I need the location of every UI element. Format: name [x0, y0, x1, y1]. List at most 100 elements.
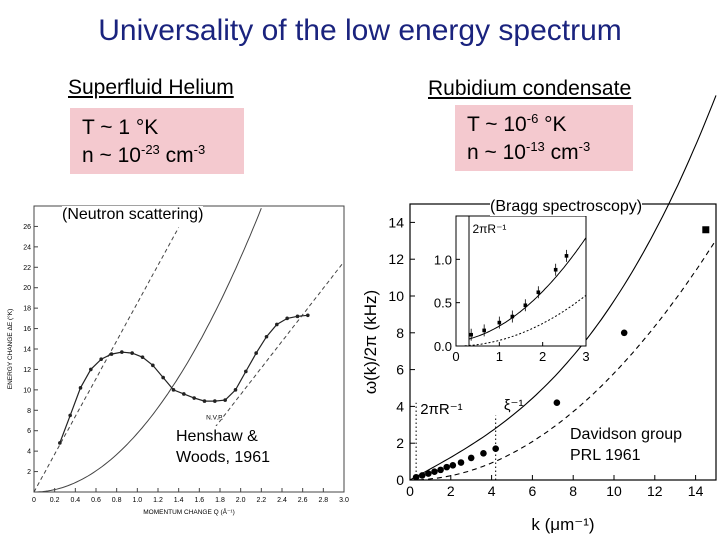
helium-temperature: T ~ 1 °K	[82, 116, 159, 139]
inset-x-tick-label: 3	[582, 349, 589, 364]
helium-y-tick-label: 16	[23, 326, 31, 333]
helium-citation-line1: Henshaw &	[176, 428, 258, 445]
inset-free-curve	[464, 294, 587, 347]
rubidium-x-tick-label: 6	[529, 483, 537, 499]
left-heading: Superfluid Helium	[68, 76, 234, 99]
helium-data-point	[78, 386, 83, 390]
rubidium-free-particle-curve	[410, 239, 717, 481]
rubidium-citation-line2: PRL 1961	[570, 447, 641, 464]
rubidium-x-tick-label: 0	[406, 483, 414, 499]
inset-frame	[455, 215, 587, 347]
helium-conditions-box: T ~ 1 °K n ~ 10-23 cm-3	[70, 108, 244, 174]
helium-data-point	[192, 396, 196, 400]
helium-data-point	[275, 322, 279, 327]
helium-data-point	[120, 350, 124, 354]
helium-y-tick-label: 22	[23, 265, 31, 272]
helium-data-point	[140, 355, 145, 359]
rubidium-density: n ~ 10-13 cm-3	[467, 139, 591, 164]
rubidium-x-tick-label: 14	[688, 483, 704, 499]
rubidium-data-point	[431, 468, 438, 476]
helium-dispersion-plot: 0 0.2 0.4 0.6 0.8 1.0 1.2 1.4 1.6 1.8 2.0 2.2 2.4 2.6…	[6, 205, 349, 516]
helium-data-point	[151, 363, 155, 368]
helium-vortex-line	[214, 261, 345, 428]
rubidium-citation-line1: Davidson group	[570, 426, 683, 443]
rubidium-method-label: (Bragg spectroscopy)	[490, 198, 643, 216]
rubidium-x-tick-label: 2	[447, 483, 455, 499]
rubidium-inset-plot: 0 1 2 3 0.0 0.5 1.0 2πR⁻¹	[434, 215, 590, 364]
helium-x-tick-label: 0.8	[112, 497, 122, 504]
rubidium-y-tick-label: 4	[396, 398, 404, 414]
helium-nvp-annotation: N.V.P.	[206, 414, 224, 421]
helium-density: n ~ 10-23 cm-3	[82, 142, 206, 167]
helium-data-point	[130, 351, 134, 355]
helium-y-tick-label: 26	[23, 224, 31, 231]
rubidium-data-point	[443, 463, 451, 471]
rubidium-data-point	[457, 459, 465, 466]
helium-data-point	[109, 352, 114, 356]
helium-x-tick-label: 1.8	[215, 497, 225, 504]
inset-y-tick-label: 0.5	[434, 296, 452, 311]
rubidium-data-point	[467, 454, 475, 462]
helium-data-point	[244, 369, 248, 374]
slide-title: Universality of the low energy spectrum	[98, 14, 622, 47]
helium-x-tick-label: 3.0	[339, 497, 349, 504]
helium-x-tick-label: 2.4	[277, 497, 287, 504]
rubidium-y-tick-label: 2	[396, 435, 404, 451]
helium-data-point	[89, 367, 93, 372]
helium-y-tick-label: 18	[23, 306, 31, 313]
rubidium-data-point	[492, 445, 499, 453]
rubidium-2piR-annotation: 2πR⁻¹	[420, 401, 462, 418]
helium-y-tick-label: 4	[27, 449, 31, 456]
helium-x-axis-label: MOMENTUM CHANGE Q (Å⁻¹)	[143, 507, 235, 516]
rubidium-xi-annotation: ξ⁻¹	[504, 397, 524, 414]
rubidium-y-tick-label: 12	[388, 251, 404, 267]
helium-data-point	[58, 441, 62, 445]
helium-x-tick-label: 1.2	[153, 497, 163, 504]
rubidium-data-point	[620, 329, 628, 337]
rubidium-y-tick-label: 6	[396, 362, 404, 378]
helium-x-tick-label: 2.0	[236, 497, 246, 504]
helium-data-point	[182, 392, 186, 396]
helium-data-point	[171, 388, 176, 392]
helium-phonon-line	[33, 227, 180, 493]
helium-y-tick-label: 14	[23, 347, 31, 354]
inset-x-tick-label: 1	[496, 349, 503, 364]
helium-free-particle-curve	[34, 208, 262, 493]
helium-x-tick-label: 0.6	[91, 497, 101, 504]
helium-x-tick-label: 1.6	[194, 497, 204, 504]
helium-data-point	[295, 314, 300, 319]
helium-data-point	[202, 399, 207, 403]
rubidium-data-point	[449, 461, 457, 469]
rubidium-bogoliubov-curve	[409, 95, 717, 481]
inset-y-tick-label: 1.0	[434, 252, 452, 267]
rubidium-x-tick-label: 12	[647, 483, 663, 499]
inset-theory-curve	[468, 237, 587, 340]
right-heading: Rubidium condensate	[428, 77, 632, 100]
helium-y-tick-label: 8	[27, 408, 31, 415]
rubidium-y-tick-label: 14	[388, 214, 404, 230]
rubidium-x-tick-label: 8	[569, 483, 577, 499]
rubidium-data-point	[702, 226, 710, 234]
helium-x-tick-label: 2.8	[318, 497, 328, 504]
helium-data-point	[285, 316, 289, 321]
helium-data-curve	[59, 314, 308, 444]
helium-data-point	[99, 357, 103, 362]
helium-x-tick-label: 1.0	[132, 497, 142, 504]
rubidium-data-point	[412, 473, 420, 481]
helium-data-point	[233, 388, 238, 392]
inset-x-tick-label: 0	[452, 349, 459, 364]
helium-y-tick-label: 6	[27, 428, 31, 435]
rubidium-data-point	[437, 466, 444, 474]
helium-x-tick-label: 0.2	[50, 497, 60, 504]
helium-x-tick-label: 0	[32, 497, 36, 504]
helium-y-tick-label: 10	[23, 387, 31, 394]
helium-y-tick-label: 24	[23, 244, 31, 251]
rubidium-conditions-box: T ~ 10-6 °K n ~ 10-13 cm-3	[455, 105, 633, 171]
rubidium-y-axis-label: ω(k)/2π (kHz)	[361, 290, 380, 394]
helium-data-point	[223, 398, 227, 402]
inset-y-tick-label: 0.0	[434, 339, 452, 354]
rubidium-x-tick-label: 10	[606, 483, 622, 499]
inset-x-tick-label: 2	[539, 349, 546, 364]
helium-y-tick-label: 12	[23, 367, 31, 374]
